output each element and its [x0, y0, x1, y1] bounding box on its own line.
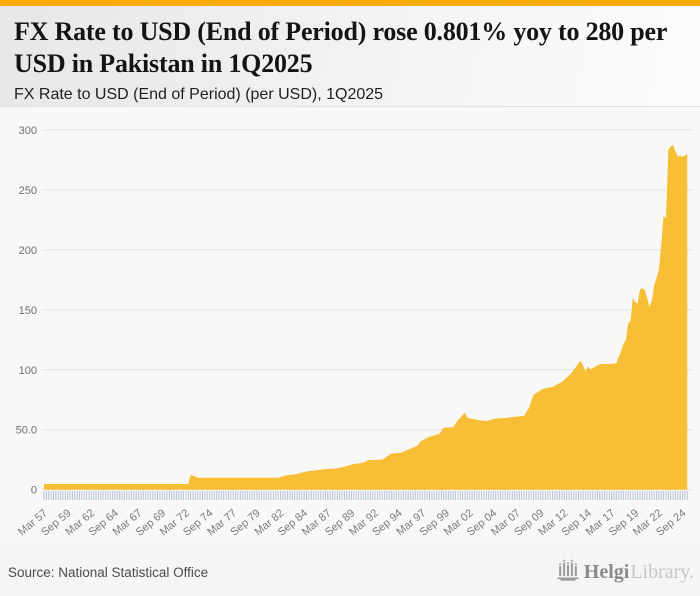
chart-footer: Source: National Statistical Office Helg… — [0, 545, 700, 596]
y-axis-label: 300 — [19, 125, 37, 137]
y-axis-label: 150 — [19, 305, 37, 317]
y-axis-label: 200 — [19, 245, 37, 257]
source-text: Source: National Statistical Office — [8, 565, 209, 580]
y-axis-label: 100 — [19, 365, 37, 377]
y-axis-label: 50.0 — [16, 425, 37, 437]
logo-text-library: Library. — [630, 561, 694, 583]
chart-header: FX Rate to USD (End of Period) rose 0.80… — [0, 6, 700, 107]
chart-area: 300 250 200 150 100 50.0 0 Mar 57 Sep 59 Mar 62 Se… — [0, 107, 700, 545]
bar-chart-building-icon — [556, 557, 580, 588]
page-subtitle: FX Rate to USD (End of Period) (per USD)… — [14, 86, 384, 104]
quarter-tick-comb — [43, 491, 688, 500]
logo-text-helgi: Helgi — [583, 561, 630, 583]
area-series-fx-rate — [44, 144, 688, 490]
helgi-library-logo[interactable]: Helgi Library. — [556, 557, 694, 588]
y-axis-label: 0 — [31, 485, 37, 497]
y-axis-label: 250 — [19, 185, 37, 197]
top-accent-bar — [0, 0, 700, 6]
page-title: FX Rate to USD (End of Period) rose 0.80… — [14, 17, 667, 78]
